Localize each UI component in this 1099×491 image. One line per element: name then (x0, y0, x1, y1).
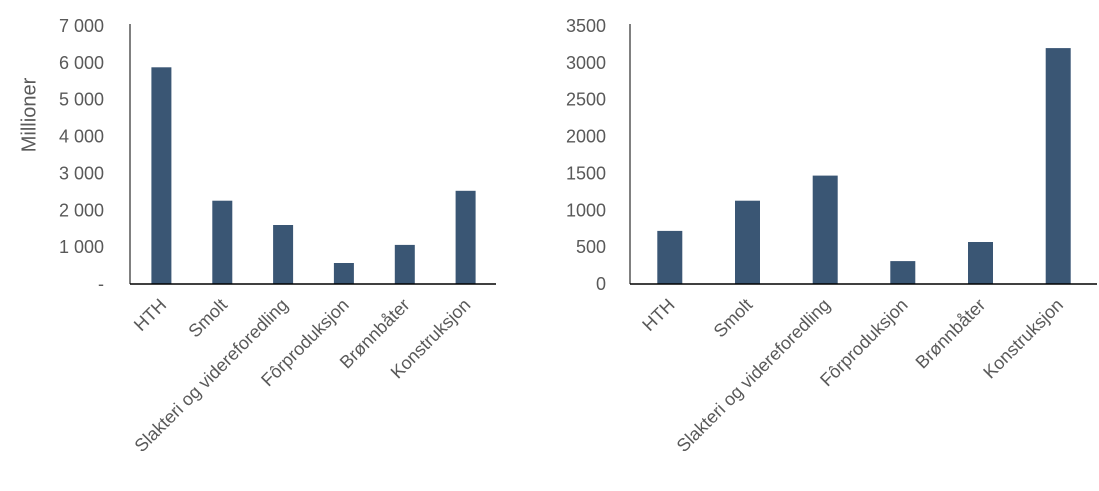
bar-br-nnb-ter (394, 244, 415, 284)
y-tick-label: 2500 (566, 90, 606, 110)
chart-right: 0 500 1000 1500 2000 2500 3000 3500 HTH SmoltSlak… (566, 16, 1097, 456)
x-category-label: Slakteri og videreforedling (673, 295, 834, 456)
y-tick-label: - (98, 274, 104, 294)
y-tick-label: 3500 (566, 16, 606, 36)
y-tick-label: 3000 (566, 53, 606, 73)
bar-konstruksjon (1045, 48, 1071, 284)
x-category-label: Smolt (184, 295, 231, 342)
y-tick-label: 1 000 (59, 237, 104, 257)
bar-slakteri-og-videreforedling (812, 175, 838, 284)
chart-left: - 1 000 2 000 3 000 4 000 5 000 6 000 7 000 Mill… (18, 16, 496, 456)
bar-slakteri-og-videreforedling (273, 225, 294, 284)
bar-hth (151, 67, 172, 284)
x-category-label: Brønnbåter (912, 295, 990, 373)
y-tick-label: 1000 (566, 200, 606, 220)
y-tick-label: 500 (576, 237, 606, 257)
y-tick-label: 2 000 (59, 200, 104, 220)
y-tick-label: 1500 (566, 163, 606, 183)
bar-smolt (212, 200, 233, 284)
bar-konstruksjon (455, 190, 476, 284)
x-category-label: HTH (638, 295, 678, 335)
y-tick-label: 5 000 (59, 90, 104, 110)
bar-f-rproduksjon (333, 263, 354, 284)
x-category-label: Konstruksjon (979, 295, 1067, 383)
bar-hth (657, 230, 683, 284)
y-tick-label: 6 000 (59, 53, 104, 73)
bar-smolt (735, 200, 760, 284)
y-axis-label: Millioner (18, 77, 40, 152)
x-category-label: HTH (130, 295, 170, 335)
y-tick-label: 7 000 (59, 16, 104, 36)
y-tick-label: 4 000 (59, 127, 104, 147)
y-tick-label: 3 000 (59, 163, 104, 183)
y-tick-label: 2000 (566, 127, 606, 147)
y-tick-label: 0 (596, 274, 606, 294)
bar-f-rproduksjon (890, 261, 916, 284)
bar-br-nnb-ter (968, 242, 993, 284)
x-category-label: Smolt (710, 295, 757, 342)
